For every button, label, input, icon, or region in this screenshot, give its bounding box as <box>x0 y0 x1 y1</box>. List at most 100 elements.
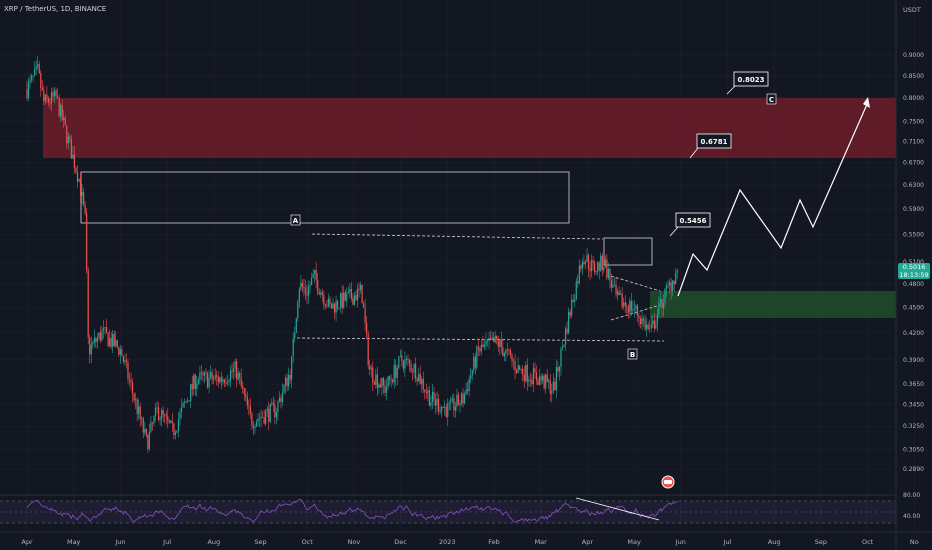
candle-body <box>502 347 504 356</box>
candle-body <box>626 305 628 307</box>
candle-body <box>284 377 287 385</box>
candle-body <box>246 396 248 406</box>
candle-body <box>572 299 574 302</box>
current-price-label[interactable]: 0.5016 18:13:59 <box>898 263 930 279</box>
candle-body <box>58 97 60 117</box>
projection-arrowhead <box>863 97 870 108</box>
level-callout-0[interactable]: 0.8023 <box>726 71 769 95</box>
candle-body <box>555 367 557 391</box>
candle-body <box>211 372 213 380</box>
time-tick: Oct <box>862 538 874 546</box>
candle-body <box>629 300 631 313</box>
candle-body <box>672 280 674 291</box>
candle-body <box>271 402 273 405</box>
wave-label-a[interactable]: A <box>290 214 301 226</box>
candle-body <box>205 372 207 374</box>
level-label-1: 0.6781 <box>700 138 727 146</box>
candle-body <box>262 416 264 418</box>
candle-body <box>398 356 400 369</box>
candle-body <box>43 90 45 102</box>
candle-body <box>234 361 236 369</box>
level-callout-1[interactable]: 0.6781 <box>689 133 732 159</box>
candle-body <box>294 332 296 339</box>
price-axis[interactable]: 0.9000 0.8500 0.8000 0.7500 0.7100 0.6700 0.63… <box>903 52 924 473</box>
candle-body <box>419 373 421 384</box>
candle-body <box>644 320 646 330</box>
candle-body <box>61 104 63 121</box>
candle-body <box>569 311 571 316</box>
candle-body <box>67 136 69 144</box>
candle-body <box>675 272 677 284</box>
candle-body <box>99 332 102 341</box>
candle-body <box>410 363 412 372</box>
candle-body <box>667 285 669 286</box>
candle-body <box>606 259 608 278</box>
time-axis[interactable]: Apr May Jun Jul Aug Sep Oct Nov Dec 2023 Feb Mar Apr… <box>21 538 918 546</box>
candles <box>26 56 678 453</box>
candle-body <box>603 267 605 270</box>
wave-label-b[interactable]: B <box>627 348 638 360</box>
candle-body <box>326 306 328 307</box>
event-marker-icon[interactable] <box>661 475 675 489</box>
candle-body <box>385 387 388 393</box>
candle-body <box>70 139 72 159</box>
candle-body <box>157 407 160 420</box>
candle-body <box>528 379 530 382</box>
candle-body <box>396 368 398 378</box>
candle-body <box>336 300 339 309</box>
candle-body <box>190 384 192 402</box>
candle-body <box>568 311 570 334</box>
candle-body <box>164 414 166 416</box>
target-box[interactable] <box>603 237 653 266</box>
support-zone[interactable] <box>650 291 896 318</box>
candle-body <box>309 284 311 287</box>
time-tick: Aug <box>768 538 781 546</box>
candle-body <box>248 405 250 407</box>
candle-body <box>566 328 568 334</box>
price-tick: 0.5100 <box>903 259 924 266</box>
candle-body <box>512 360 515 362</box>
candle-body <box>633 309 636 310</box>
candle-body <box>307 286 310 296</box>
candle-body <box>604 259 606 268</box>
candle-body <box>226 381 229 384</box>
candle-body <box>130 380 132 383</box>
candle-body <box>76 172 79 182</box>
candle-body <box>639 318 642 325</box>
candle-body <box>542 375 544 381</box>
candle-body <box>548 380 550 382</box>
level-callout-2[interactable]: 0.5456 <box>669 212 711 237</box>
candle-body <box>620 293 622 295</box>
candle-body <box>95 338 97 342</box>
countdown: 18:13:59 <box>899 271 929 279</box>
price-tick: 0.4800 <box>903 281 924 288</box>
candle-body <box>122 356 124 362</box>
candle-body <box>40 72 42 89</box>
wave-label-c[interactable]: C <box>766 93 777 105</box>
candle-body <box>485 341 487 345</box>
candle-body <box>232 368 235 372</box>
candle-body <box>511 355 513 361</box>
trend-lines[interactable] <box>296 233 665 342</box>
candle-body <box>312 273 314 279</box>
candle-body <box>655 324 657 329</box>
projection-path[interactable] <box>677 101 869 297</box>
candle-body <box>422 378 424 390</box>
candle-body <box>477 346 479 349</box>
candle-body <box>467 389 469 392</box>
candle-body <box>194 374 196 389</box>
candle-body <box>110 337 112 347</box>
candle-body <box>664 289 666 304</box>
candle-body <box>52 92 54 97</box>
resistance-zone[interactable] <box>43 98 896 158</box>
rsi-divergence-line[interactable] <box>575 497 660 521</box>
range-box[interactable] <box>80 171 570 224</box>
candle-body <box>441 406 443 412</box>
candle-body <box>281 392 284 403</box>
candle-body <box>352 298 354 305</box>
candle-body <box>75 168 77 173</box>
time-tick: Jun <box>114 538 125 546</box>
candle-body <box>355 295 357 301</box>
candle-body <box>373 382 375 385</box>
